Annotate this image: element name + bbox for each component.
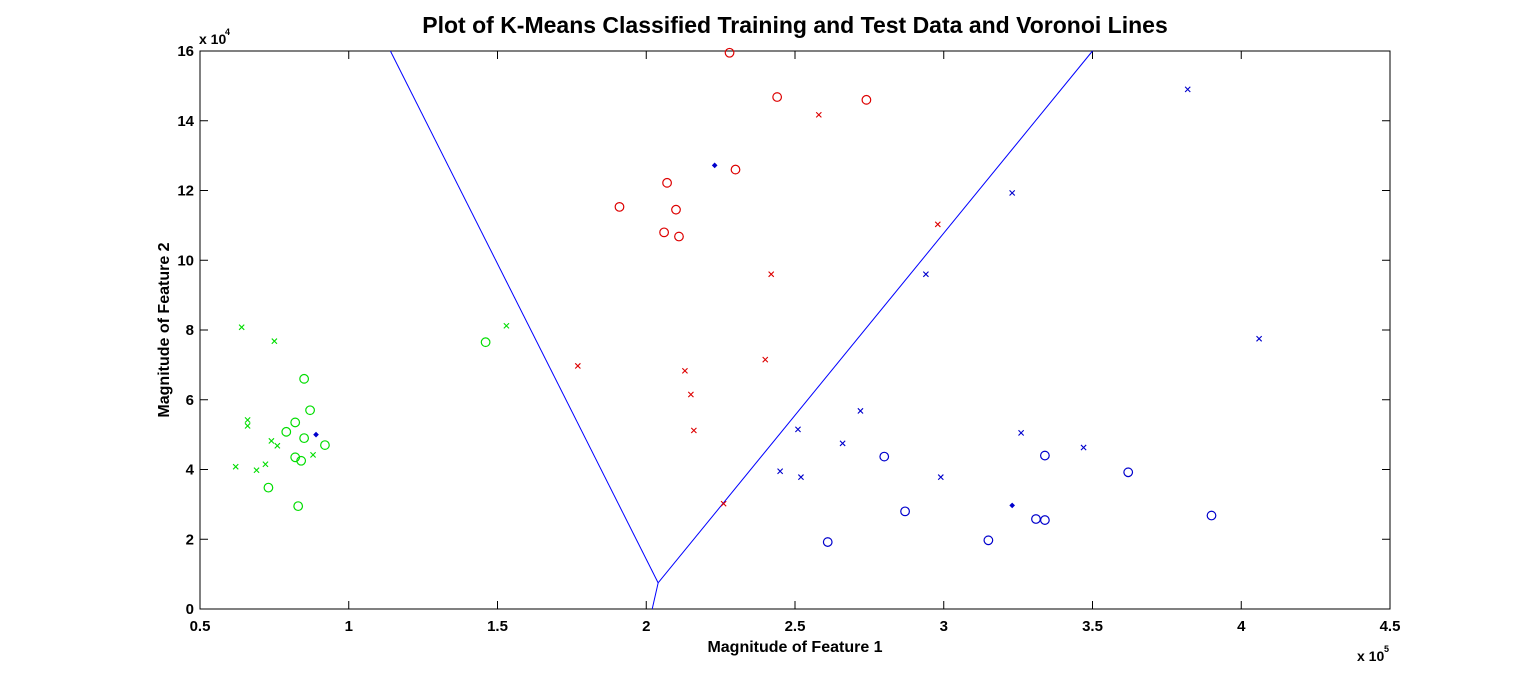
- y-axis-label: Magnitude of Feature 2: [156, 242, 173, 417]
- voronoi-line: [657, 50, 1093, 584]
- x-tick-label: 0.5: [190, 618, 211, 635]
- green-circle-point: [299, 373, 310, 384]
- red-circle-point: [671, 204, 681, 215]
- red-x-point: [574, 362, 581, 369]
- x-multiplier-exponent: 5: [1384, 644, 1389, 654]
- voronoi-line: [651, 582, 659, 610]
- red-x-point: [690, 427, 697, 434]
- blue-circle-point: [1123, 467, 1134, 478]
- red-circle-point: [730, 164, 741, 175]
- blue-circle-point: [1039, 515, 1050, 525]
- green-circle-point: [299, 433, 310, 444]
- blue-x-point: [794, 426, 801, 433]
- green-circle-point: [296, 455, 307, 466]
- y-tick-label: 8: [186, 322, 194, 339]
- red-x-point: [720, 500, 727, 507]
- blue-circle-point: [822, 537, 833, 547]
- green-circle-point: [480, 337, 491, 348]
- green-circle-point: [281, 426, 292, 437]
- red-x-point: [681, 367, 688, 374]
- blue-x-point: [937, 474, 944, 481]
- plot-area: 0.5 1 1.5 2 2.5 3 3.5 4 4.5 0 2 4 6 8 10 12 14 16: [177, 43, 1400, 635]
- green-x-point: [310, 451, 317, 458]
- red-circle-point: [772, 92, 783, 102]
- red-x-point: [762, 356, 769, 363]
- chart-title: Plot of K-Means Classified Training and …: [422, 12, 1167, 38]
- y-tick-label: 10: [177, 252, 194, 269]
- voronoi-line: [389, 50, 659, 584]
- y-tick-label: 4: [186, 462, 195, 479]
- green-x-point: [503, 322, 510, 329]
- centroid-point: [711, 162, 718, 169]
- x-tick-label: 3: [940, 618, 948, 635]
- red-x-point: [768, 271, 775, 278]
- green-x-point: [244, 416, 251, 423]
- blue-circle-point: [1031, 514, 1041, 524]
- green-x-point: [268, 437, 275, 444]
- x-tick-label: 3.5: [1082, 618, 1103, 635]
- y-tick-label: 12: [177, 183, 194, 200]
- blue-x-point: [1080, 444, 1087, 451]
- green-x-point: [274, 442, 281, 449]
- blue-x-point: [777, 468, 784, 475]
- red-circle-point: [861, 94, 872, 105]
- green-circle-point: [293, 501, 304, 512]
- y-multiplier-exponent: 4: [225, 27, 230, 37]
- blue-x-point: [1018, 429, 1025, 436]
- red-circle-point: [724, 47, 735, 58]
- blue-x-point: [857, 407, 864, 414]
- red-circle-point: [614, 201, 625, 212]
- green-circle-point: [320, 440, 330, 450]
- green-x-point: [253, 467, 260, 474]
- blue-circle-point: [1206, 510, 1217, 521]
- red-x-point: [815, 111, 822, 118]
- x-tick-label: 1.5: [487, 618, 508, 635]
- red-circle-point: [662, 177, 672, 188]
- blue-x-point: [1256, 335, 1263, 342]
- centroid-point: [313, 431, 319, 438]
- x-tick-label: 2.5: [785, 618, 806, 635]
- y-tick-label: 14: [177, 113, 194, 130]
- x-tick-label: 4.5: [1380, 618, 1401, 635]
- green-circle-point: [263, 482, 274, 493]
- green-x-point: [262, 461, 269, 468]
- green-x-point: [238, 324, 245, 331]
- green-x-point: [271, 338, 278, 345]
- y-multiplier-label: x 10: [199, 31, 226, 47]
- red-circle-point: [659, 227, 669, 238]
- x-multiplier-label: x 10: [1357, 648, 1384, 664]
- blue-circle-point: [879, 451, 890, 462]
- green-circle-point: [305, 405, 315, 416]
- y-tick-label: 16: [177, 43, 194, 60]
- blue-x-point: [922, 271, 929, 278]
- blue-x-point: [1184, 86, 1191, 93]
- blue-circle-point: [983, 535, 994, 546]
- red-x-point: [687, 391, 694, 398]
- blue-x-point: [839, 440, 846, 447]
- green-x-point: [244, 422, 251, 429]
- x-axis-label: Magnitude of Feature 1: [707, 639, 882, 656]
- x-tick-label: 1: [345, 618, 353, 635]
- y-tick-label: 6: [186, 392, 194, 409]
- blue-circle-point: [1039, 450, 1050, 461]
- x-tick-label: 2: [642, 618, 650, 635]
- axes-box: [199, 50, 1391, 610]
- red-circle-point: [674, 231, 684, 242]
- green-x-point: [232, 463, 239, 470]
- x-tick-label: 4: [1237, 618, 1246, 635]
- green-circle-point: [290, 417, 301, 428]
- centroid-point: [1009, 502, 1016, 509]
- blue-x-point: [797, 474, 804, 481]
- y-tick-label: 2: [186, 531, 194, 548]
- blue-circle-point: [900, 506, 910, 517]
- red-x-point: [934, 221, 941, 228]
- y-tick-label: 0: [186, 601, 194, 618]
- blue-x-point: [1009, 189, 1016, 196]
